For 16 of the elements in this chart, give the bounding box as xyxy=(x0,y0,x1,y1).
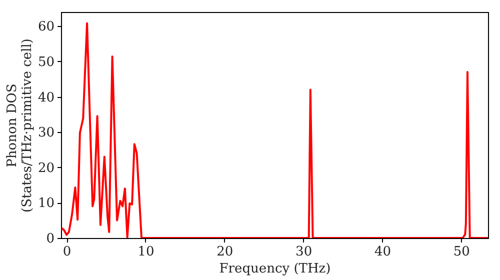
y-tick-label: 40 xyxy=(38,90,54,106)
y-tick-label: 60 xyxy=(38,20,54,35)
y-tick-label: 30 xyxy=(38,126,54,141)
x-tick-label: 30 xyxy=(296,244,312,260)
line-series xyxy=(61,22,488,238)
x-tick-label: 10 xyxy=(138,244,154,260)
y-axis-title: Phonon DOS (States/THz·primitive cell) xyxy=(4,38,35,213)
x-axis-title: Frequency (THz) xyxy=(219,262,331,276)
y-tick-label: 20 xyxy=(38,160,54,176)
x-tick-label: 20 xyxy=(216,244,234,260)
x-tick-label: 50 xyxy=(453,244,470,260)
y-tick-label: 50 xyxy=(38,54,54,70)
y-tick-label: 10 xyxy=(38,196,54,212)
x-tick-label: 0 xyxy=(62,244,72,260)
y-tick-label: 0 xyxy=(46,232,54,246)
x-tick-label: 40 xyxy=(374,244,392,260)
